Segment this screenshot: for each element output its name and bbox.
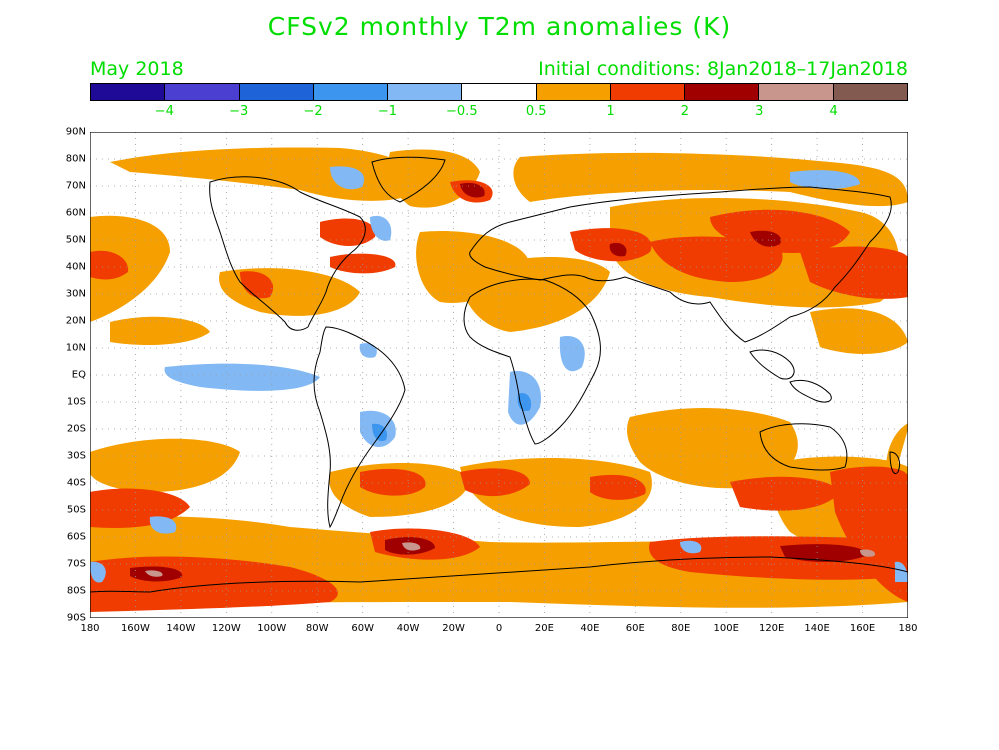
latitude-label: 20S xyxy=(66,423,86,435)
longitude-label: 0 xyxy=(495,623,503,634)
latitude-label: 90S xyxy=(66,612,86,624)
latitude-label: 90N xyxy=(65,126,86,138)
longitude-label: 140W xyxy=(166,623,196,634)
longitude-label: 120E xyxy=(758,623,785,634)
target-month: May 2018 xyxy=(90,58,184,80)
latitude-label: 50S xyxy=(66,504,86,516)
colorbar-tick-label: −1 xyxy=(377,104,398,119)
longitude-label: 180 xyxy=(898,623,918,634)
latitude-label: 10N xyxy=(65,342,86,354)
longitude-label: 160W xyxy=(120,623,150,634)
colorbar-swatch xyxy=(759,84,834,100)
colorbar-tick-label: −3 xyxy=(229,104,249,119)
colorbar-swatch xyxy=(536,84,611,100)
colorbar-tick-label: 3 xyxy=(755,104,764,119)
latitude-label: 70N xyxy=(65,180,86,192)
latitude-label: 70S xyxy=(66,558,86,570)
latitude-label: 60S xyxy=(66,531,86,543)
map-title: CFSv2 monthly T2m anomalies (K) xyxy=(267,12,732,41)
longitude-label: 80W xyxy=(305,623,329,634)
latitude-label: 30S xyxy=(66,450,86,462)
colorbar-tick-label: 4 xyxy=(829,104,838,119)
longitude-label: 100E xyxy=(713,623,739,634)
longitude-label: 20E xyxy=(534,623,554,634)
colorbar-tick-label: −4 xyxy=(154,104,174,119)
latitude-label: 50N xyxy=(65,234,86,246)
colorbar-tick-label: −2 xyxy=(303,104,323,119)
latitude-label: 80S xyxy=(66,585,86,597)
longitude-label: 60E xyxy=(625,623,645,634)
longitude-label: 60W xyxy=(351,623,374,634)
coastlines xyxy=(90,156,908,593)
latitude-label: 80N xyxy=(65,153,86,165)
longitude-label: 80E xyxy=(671,623,691,634)
latitude-label: EQ xyxy=(71,369,86,381)
latitude-label: 40S xyxy=(66,477,86,489)
initial-conditions: Initial conditions: 8Jan2018–17Jan2018 xyxy=(538,58,908,80)
longitude-label: 40W xyxy=(396,623,420,634)
colorbar-swatch xyxy=(833,84,907,100)
colorbar-swatch xyxy=(388,84,463,100)
latitude-label: 60N xyxy=(65,207,86,219)
colorbar-swatch xyxy=(685,84,760,100)
colorbar-tick-label: 0.5 xyxy=(525,104,547,119)
colorbar-swatch xyxy=(165,84,240,100)
latitude-label: 10S xyxy=(66,396,86,408)
longitude-label: 160E xyxy=(849,623,876,634)
colorbar-tick-label: 2 xyxy=(680,104,690,119)
colorbar-swatch xyxy=(610,84,686,100)
longitude-label: 120W xyxy=(211,623,241,634)
colorbar-swatch xyxy=(313,84,389,100)
graticule xyxy=(90,132,908,618)
longitude-label: 100W xyxy=(257,623,287,634)
latitude-label: 40N xyxy=(65,261,86,273)
colorbar-swatch xyxy=(91,84,166,100)
colorbar-swatch xyxy=(462,84,537,100)
latitude-label: 30N xyxy=(65,288,86,300)
longitude-label: 20W xyxy=(442,623,465,634)
anomaly-map xyxy=(90,132,908,618)
latitude-label: 20N xyxy=(65,315,86,327)
colorbar xyxy=(90,83,908,101)
longitude-label: 140E xyxy=(804,623,830,634)
anomaly-fields xyxy=(90,147,908,612)
colorbar-tick-label: 1 xyxy=(606,104,615,119)
longitude-label: 180 xyxy=(80,623,100,634)
colorbar-swatch xyxy=(239,84,314,100)
longitude-label: 40E xyxy=(580,623,600,634)
colorbar-tick-label: −0.5 xyxy=(446,104,478,119)
